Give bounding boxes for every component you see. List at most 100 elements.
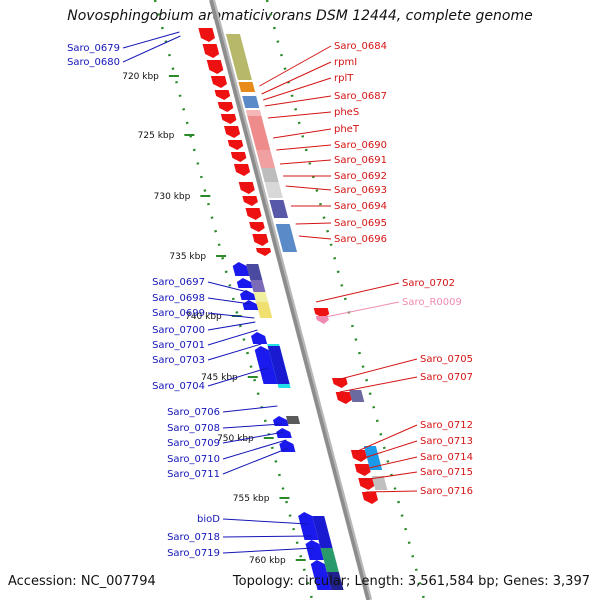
gene-label-right-text: Saro_0691 bbox=[334, 155, 387, 166]
cog-bar-reverse bbox=[269, 200, 289, 218]
gene-label-right: rplT bbox=[263, 73, 354, 101]
ring-group bbox=[153, 0, 426, 600]
gene-label-right-text: Saro_0715 bbox=[420, 467, 473, 478]
cog-bar-reverse bbox=[242, 96, 260, 108]
leader-line bbox=[259, 45, 332, 87]
cog-bar-forward bbox=[246, 264, 263, 280]
gene-label-right: Saro_0696 bbox=[298, 234, 387, 245]
leader-line bbox=[295, 222, 332, 225]
leader-line bbox=[222, 518, 309, 525]
forward-gene-arrow bbox=[310, 560, 332, 590]
cog-bar-reverse bbox=[238, 82, 256, 92]
gene-label-right: Saro_0693 bbox=[285, 185, 387, 196]
forward-gene-arrow bbox=[251, 332, 268, 344]
cog-bar-reverse bbox=[371, 476, 388, 490]
reverse-gene-arrow bbox=[350, 450, 367, 462]
leader-line bbox=[122, 31, 180, 49]
reverse-gene-arrow bbox=[358, 478, 375, 490]
reverse-gene-arrow bbox=[227, 140, 244, 150]
gene-label-left: Saro_0700 bbox=[152, 321, 256, 336]
gene-label-right-text: Saro_0690 bbox=[334, 140, 387, 151]
reverse-gene-arrow bbox=[230, 152, 247, 162]
reverse-gene-arrow bbox=[233, 164, 251, 176]
kbp-tick-label: 735 kbp bbox=[169, 252, 206, 262]
gene-label-right-text: Saro_0714 bbox=[420, 452, 473, 463]
leader-line bbox=[273, 128, 332, 139]
gene-label-right: Saro_0694 bbox=[290, 201, 387, 212]
forward-gene-arrow bbox=[276, 428, 292, 438]
gene-label-right: Saro_0691 bbox=[279, 155, 387, 166]
gene-label-left: Saro_0709 bbox=[167, 431, 285, 449]
gene-label-left: Saro_0679 bbox=[67, 31, 180, 54]
gene-label-right-text: Saro_0695 bbox=[334, 218, 387, 229]
leader-line bbox=[222, 431, 285, 444]
gene-label-left-text: Saro_0698 bbox=[152, 293, 205, 304]
gene-label-left: Saro_0701 bbox=[152, 329, 258, 351]
reverse-gene-arrow bbox=[238, 182, 255, 194]
gene-label-left-text: Saro_0701 bbox=[152, 340, 205, 351]
gene-label-left: Saro_0699 bbox=[152, 308, 255, 319]
kbp-tick-label: 740 kbp bbox=[185, 312, 222, 322]
gene-label-right: Saro_0716 bbox=[365, 486, 473, 497]
leader-line bbox=[222, 439, 287, 460]
gene-label-left-text: Saro_0711 bbox=[167, 469, 220, 480]
reverse-gene-arrow bbox=[332, 378, 348, 388]
gene-label-left-text: Saro_0710 bbox=[167, 454, 220, 465]
cog-bar-forward bbox=[253, 292, 269, 302]
kbp-tick-label: 760 kbp bbox=[249, 556, 286, 566]
gene-label-left-text: Saro_0697 bbox=[152, 277, 205, 288]
leader-line bbox=[267, 111, 332, 119]
gene-label-right-text: Saro_0696 bbox=[334, 234, 387, 245]
leader-line bbox=[222, 547, 315, 554]
leader-line bbox=[320, 301, 400, 319]
leader-line bbox=[365, 490, 418, 493]
reverse-gene-arrow bbox=[224, 126, 241, 138]
reverse-gene-arrow bbox=[354, 464, 371, 476]
leader-line bbox=[222, 447, 289, 475]
gene-label-right-text: Saro_0694 bbox=[334, 201, 387, 212]
gene-label-right: Saro_0690 bbox=[276, 140, 387, 151]
gene-label-right-text: Saro_0693 bbox=[334, 185, 387, 196]
gene-label-left: Saro_0710 bbox=[167, 439, 287, 465]
forward-gene-arrow bbox=[242, 300, 259, 310]
gene-label-right: Saro_0707 bbox=[339, 372, 473, 393]
cog-bar-forward bbox=[312, 516, 333, 548]
map-title: Novosphingobium aromaticivorans DSM 1244… bbox=[67, 8, 533, 24]
rna-gene-arrow bbox=[315, 316, 329, 324]
gene-label-right: Saro_0712 bbox=[355, 420, 473, 453]
gene-label-right-text: rplT bbox=[334, 73, 354, 84]
cog-bar-reverse bbox=[225, 34, 252, 80]
leader-line bbox=[298, 235, 332, 240]
cog-bar-reverse bbox=[256, 150, 276, 168]
kbp-tick-label: 755 kbp bbox=[233, 494, 270, 504]
forward-gene-arrow bbox=[298, 512, 319, 540]
gene-label-left: Saro_0718 bbox=[167, 532, 312, 543]
kbp-tick-label: 745 kbp bbox=[201, 373, 238, 383]
gene-label-left-text: Saro_0718 bbox=[167, 532, 220, 543]
gene-label-right-text: Saro_0692 bbox=[334, 171, 387, 182]
gene-label-left: Saro_0706 bbox=[167, 405, 278, 418]
gene-label-right: Saro_0715 bbox=[362, 467, 473, 481]
cog-bar-forward bbox=[326, 572, 344, 590]
gene-label-right-text: Saro_0684 bbox=[334, 41, 387, 52]
gene-label-right: pheT bbox=[273, 124, 360, 139]
gene-label-right: Saro_0695 bbox=[295, 218, 387, 229]
gene-label-left: Saro_0708 bbox=[167, 423, 283, 434]
gene-label-right-text: Saro_0705 bbox=[420, 354, 473, 365]
reverse-gene-arrow bbox=[255, 248, 272, 256]
gene-label-right: pheS bbox=[267, 107, 359, 119]
leader-line bbox=[336, 358, 418, 381]
leader-line bbox=[261, 61, 332, 95]
gene-label-right-text: Saro_0716 bbox=[420, 486, 473, 497]
cog-bar-forward bbox=[320, 548, 339, 572]
forward-gene-arrow bbox=[232, 262, 250, 276]
cog-bar-reverse bbox=[275, 224, 298, 252]
gene-label-left-text: Saro_0709 bbox=[167, 438, 220, 449]
reverse-gene-arrow bbox=[206, 60, 224, 74]
leader-line bbox=[339, 376, 418, 393]
leader-line bbox=[285, 185, 332, 191]
kbp-tick-label: 730 kbp bbox=[154, 192, 191, 202]
gene-label-right: Saro_0692 bbox=[283, 171, 387, 182]
rna-label: Saro_R0009 bbox=[320, 297, 462, 319]
leader-line bbox=[264, 95, 332, 107]
